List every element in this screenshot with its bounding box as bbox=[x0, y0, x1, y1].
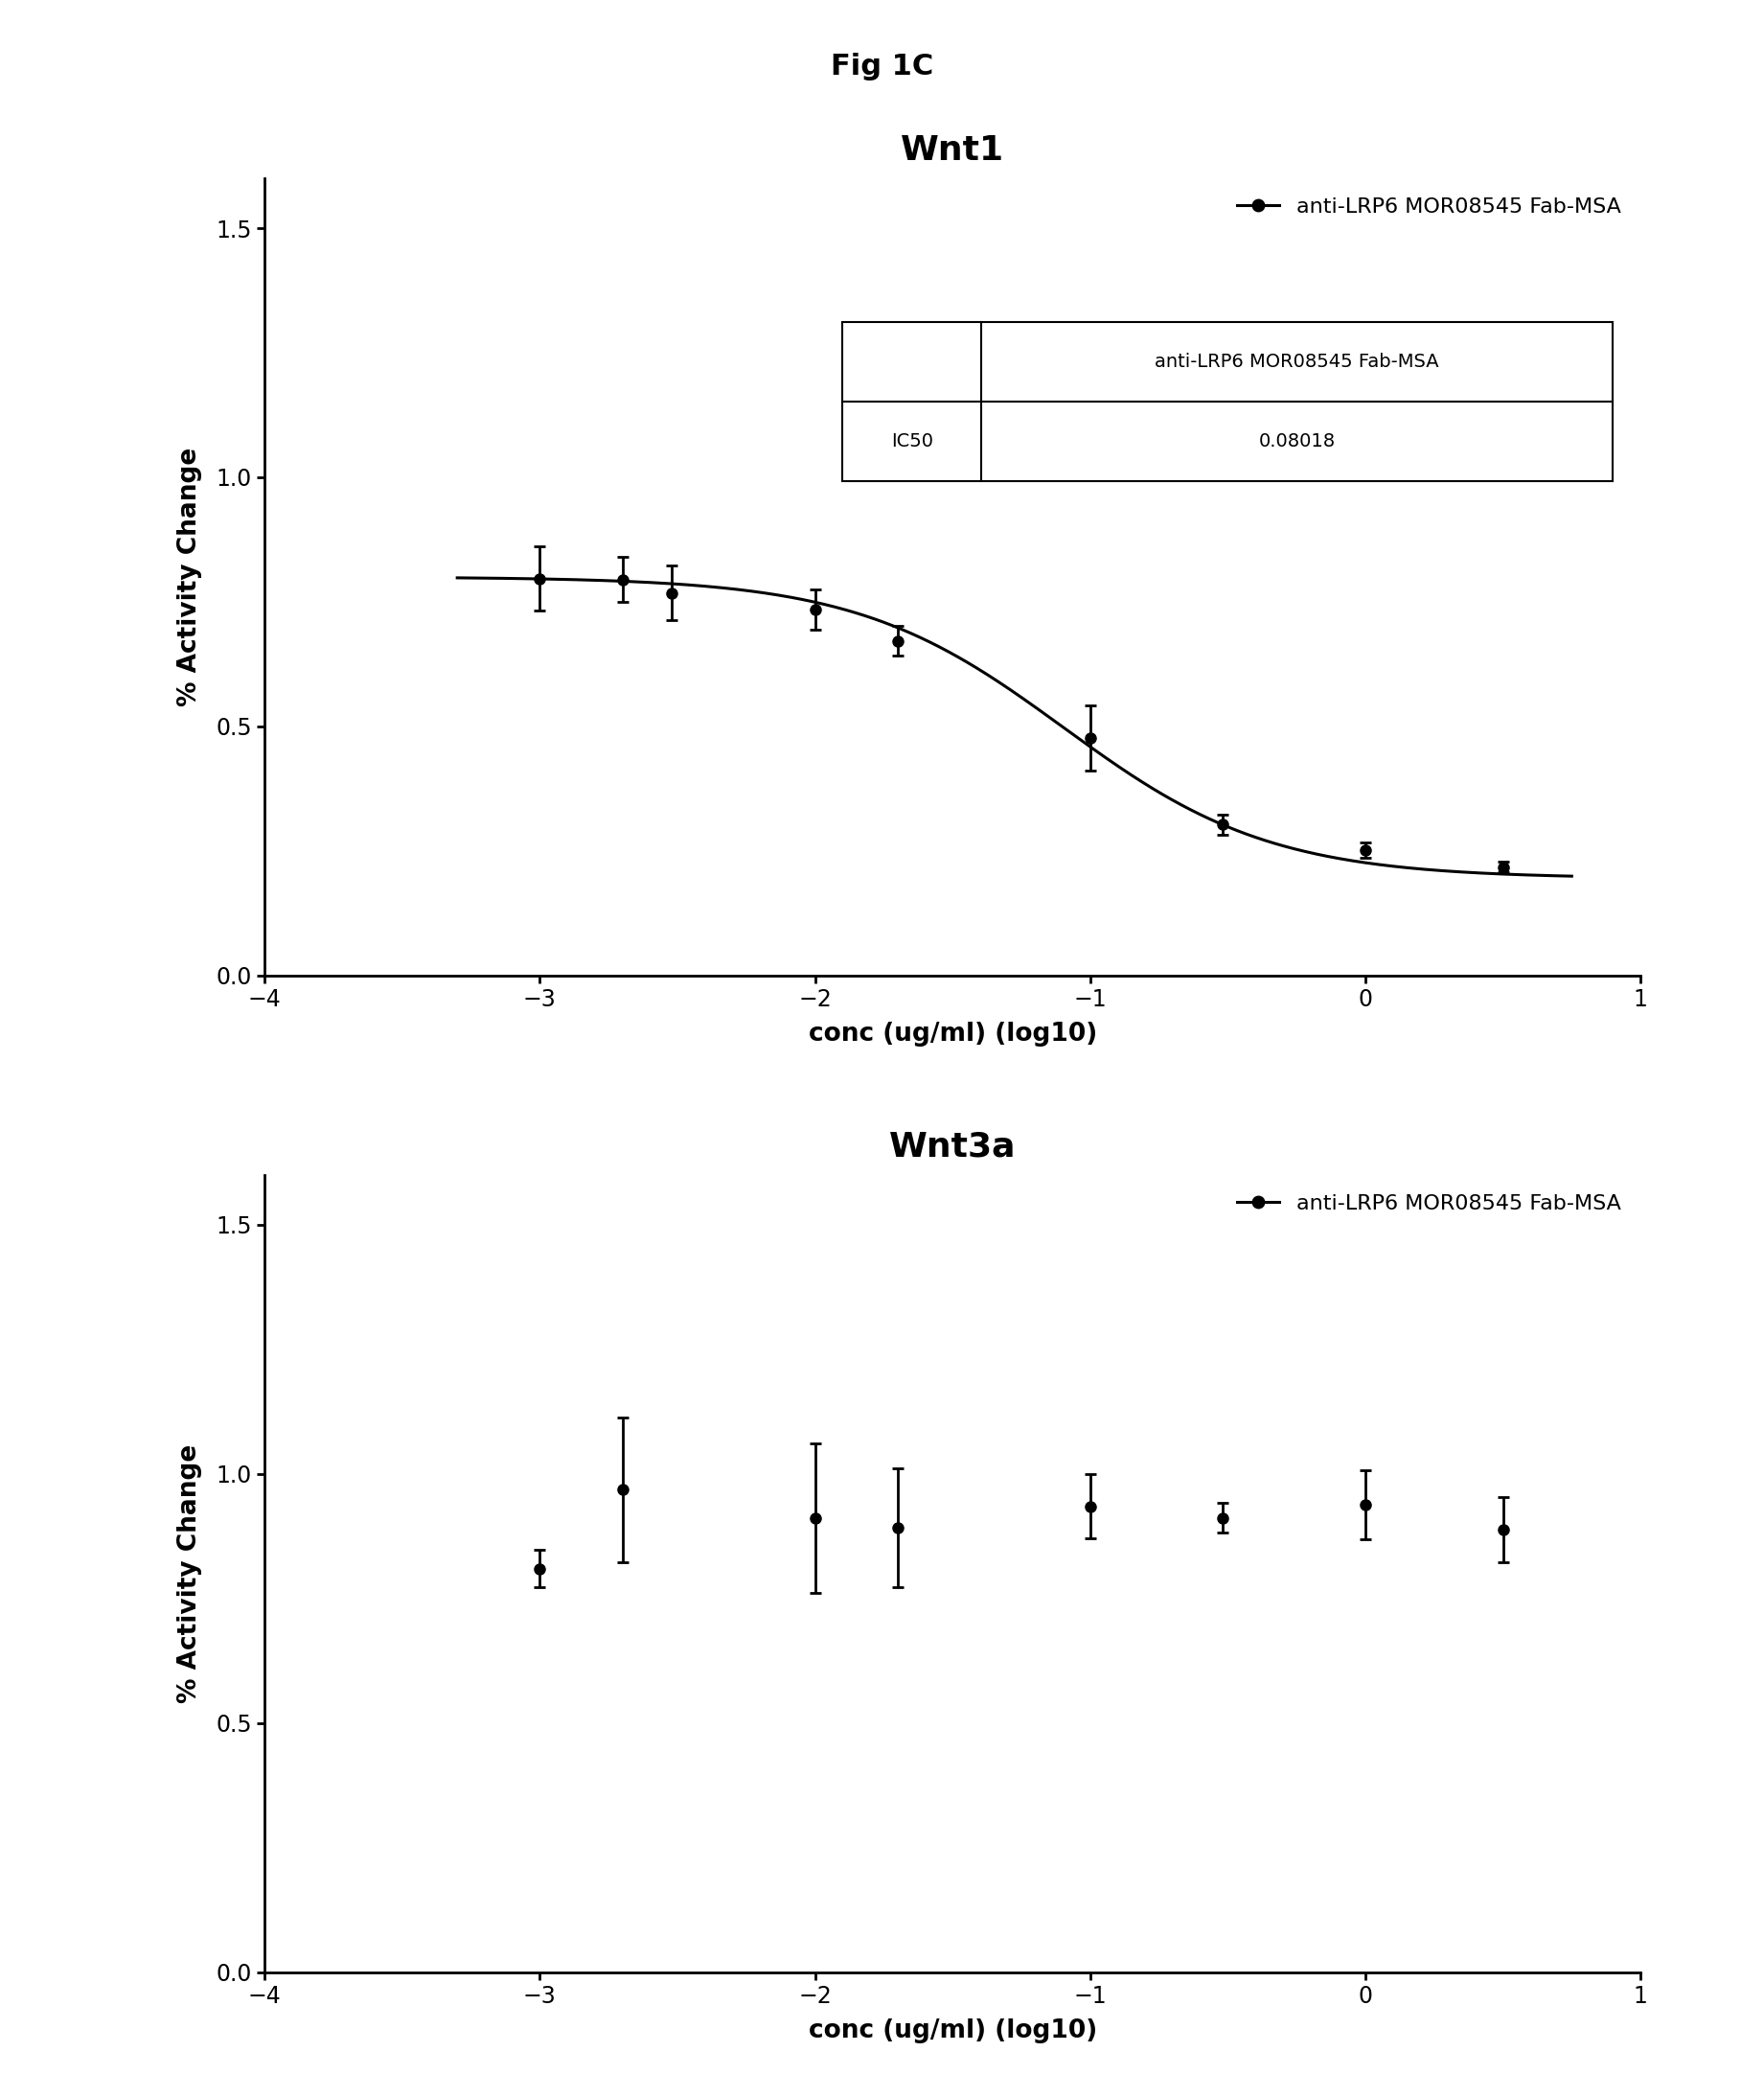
Y-axis label: % Activity Change: % Activity Change bbox=[178, 1443, 203, 1704]
Title: Wnt3a: Wnt3a bbox=[889, 1131, 1016, 1162]
Text: 0.08018: 0.08018 bbox=[1259, 432, 1335, 451]
Title: Wnt1: Wnt1 bbox=[901, 134, 1004, 166]
Legend: anti-LRP6 MOR08545 Fab-MSA: anti-LRP6 MOR08545 Fab-MSA bbox=[1228, 1185, 1630, 1221]
Text: anti-LRP6 MOR08545 Fab-MSA: anti-LRP6 MOR08545 Fab-MSA bbox=[1155, 352, 1439, 371]
X-axis label: conc (ug/ml) (log10): conc (ug/ml) (log10) bbox=[808, 1022, 1097, 1047]
Legend: anti-LRP6 MOR08545 Fab-MSA: anti-LRP6 MOR08545 Fab-MSA bbox=[1228, 189, 1630, 224]
Text: Fig 1C: Fig 1C bbox=[831, 52, 933, 80]
Bar bbox=[843, 321, 1612, 480]
Text: IC50: IC50 bbox=[891, 432, 933, 451]
X-axis label: conc (ug/ml) (log10): conc (ug/ml) (log10) bbox=[808, 2018, 1097, 2043]
Y-axis label: % Activity Change: % Activity Change bbox=[178, 447, 203, 707]
